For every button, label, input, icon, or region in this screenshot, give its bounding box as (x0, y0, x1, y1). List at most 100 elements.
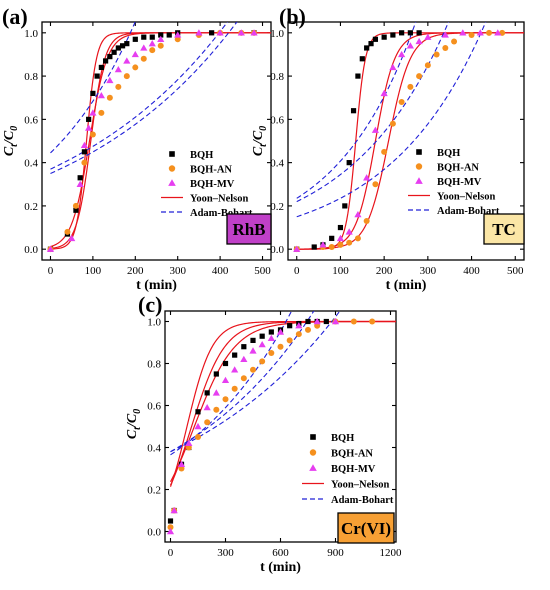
data-point (381, 148, 388, 155)
x-tick-label: 200 (127, 265, 144, 277)
data-point (250, 337, 256, 343)
x-tick-label: 0 (48, 265, 54, 277)
data-point (336, 234, 345, 242)
legend-marker (415, 177, 423, 184)
analyte-tag: RhB (232, 220, 265, 239)
data-point (149, 47, 156, 54)
series-bqh-an (293, 29, 506, 253)
x-tick-label: 400 (463, 265, 480, 277)
legend-marker (309, 449, 317, 456)
y-tick-label: 0.2 (24, 201, 38, 213)
data-point (441, 31, 449, 38)
data-point (329, 235, 335, 241)
data-point (174, 31, 182, 38)
x-tick-label: 300 (169, 265, 186, 277)
y-tick-label: 1.0 (24, 28, 38, 40)
y-axis-label: Ct/C0 (2, 126, 20, 156)
series-bqh-mv (166, 317, 340, 535)
legend-entry: BQH (169, 150, 213, 161)
data-point (98, 64, 104, 71)
data-point (451, 38, 458, 45)
y-axis-label: Ct/C0 (125, 409, 143, 439)
data-point (98, 109, 105, 116)
panel-label: (a) (2, 4, 28, 29)
y-tick-label: 0.6 (24, 114, 38, 126)
analyte-tag: Cr(VI) (341, 519, 391, 538)
data-point (111, 49, 117, 55)
panel-label: (c) (138, 292, 162, 317)
y-tick-label: 0.0 (270, 244, 284, 256)
legend-marker (168, 179, 176, 186)
data-point (240, 355, 248, 362)
data-point (157, 42, 164, 49)
data-point (319, 241, 327, 248)
data-point (415, 37, 423, 45)
legend-marker (310, 434, 316, 440)
data-point (157, 35, 165, 43)
y-tick-label: 0.0 (147, 527, 161, 539)
data-point (346, 160, 352, 166)
legend: BQH BQH-AN BQH-MV Yoon–Nelson Adam-Bohart (408, 148, 500, 217)
legend-marker (169, 151, 175, 157)
adam-bohart-curve (296, 22, 450, 203)
data-point (359, 56, 365, 62)
data-point (389, 120, 396, 127)
data-point (81, 149, 88, 155)
legend-label: BQH-MV (331, 464, 376, 475)
data-point (140, 44, 148, 51)
panel-label: (b) (279, 4, 306, 29)
y-tick-label: 0.0 (24, 244, 38, 256)
data-point (398, 99, 405, 106)
legend-marker (168, 165, 176, 172)
legend: BQH BQH-AN BQH-MV Yoon–Nelson Adam-Bohart (161, 150, 253, 219)
data-point (68, 234, 76, 242)
data-point (390, 32, 396, 38)
plot-frame (287, 21, 525, 261)
data-point (231, 366, 239, 373)
data-point (494, 29, 502, 36)
data-point (331, 317, 340, 325)
data-point (94, 73, 100, 79)
series-bqh (167, 318, 329, 524)
data-point (131, 50, 139, 58)
y-tick-label: 0.2 (270, 201, 284, 213)
data-point (158, 32, 164, 38)
data-point (97, 91, 105, 99)
legend-label: Yoon–Nelson (190, 194, 249, 205)
data-point (268, 350, 275, 356)
data-point (345, 228, 353, 235)
data-point (372, 181, 379, 188)
data-point (424, 33, 432, 40)
adam-bohart-curve (170, 311, 315, 453)
data-point (407, 30, 413, 36)
data-point (237, 29, 245, 36)
x-tick-label: 300 (217, 547, 234, 559)
data-point (222, 360, 229, 367)
data-point (468, 31, 475, 38)
data-point (46, 245, 55, 252)
data-point (107, 54, 113, 60)
data-point (398, 50, 406, 58)
data-point (73, 207, 79, 213)
data-point (76, 180, 84, 187)
analyte-tag-box (483, 213, 525, 245)
data-point (240, 375, 247, 382)
legend-entry: BQH-MV (309, 464, 376, 475)
data-point (259, 358, 266, 365)
data-point (115, 83, 122, 90)
data-point (267, 334, 275, 341)
data-point (354, 235, 361, 242)
data-point (149, 34, 155, 40)
data-point (167, 524, 174, 531)
x-tick-label: 400 (212, 265, 229, 277)
legend-label: BQH-AN (190, 165, 232, 176)
data-point (328, 244, 335, 251)
data-point (424, 62, 431, 69)
data-point (195, 29, 203, 36)
legend-entry: BQH (416, 148, 460, 159)
data-point (174, 36, 181, 43)
legend-label: Adam-Bohart (331, 495, 394, 506)
data-point (80, 141, 89, 149)
data-point (132, 36, 138, 42)
data-point (416, 73, 423, 80)
